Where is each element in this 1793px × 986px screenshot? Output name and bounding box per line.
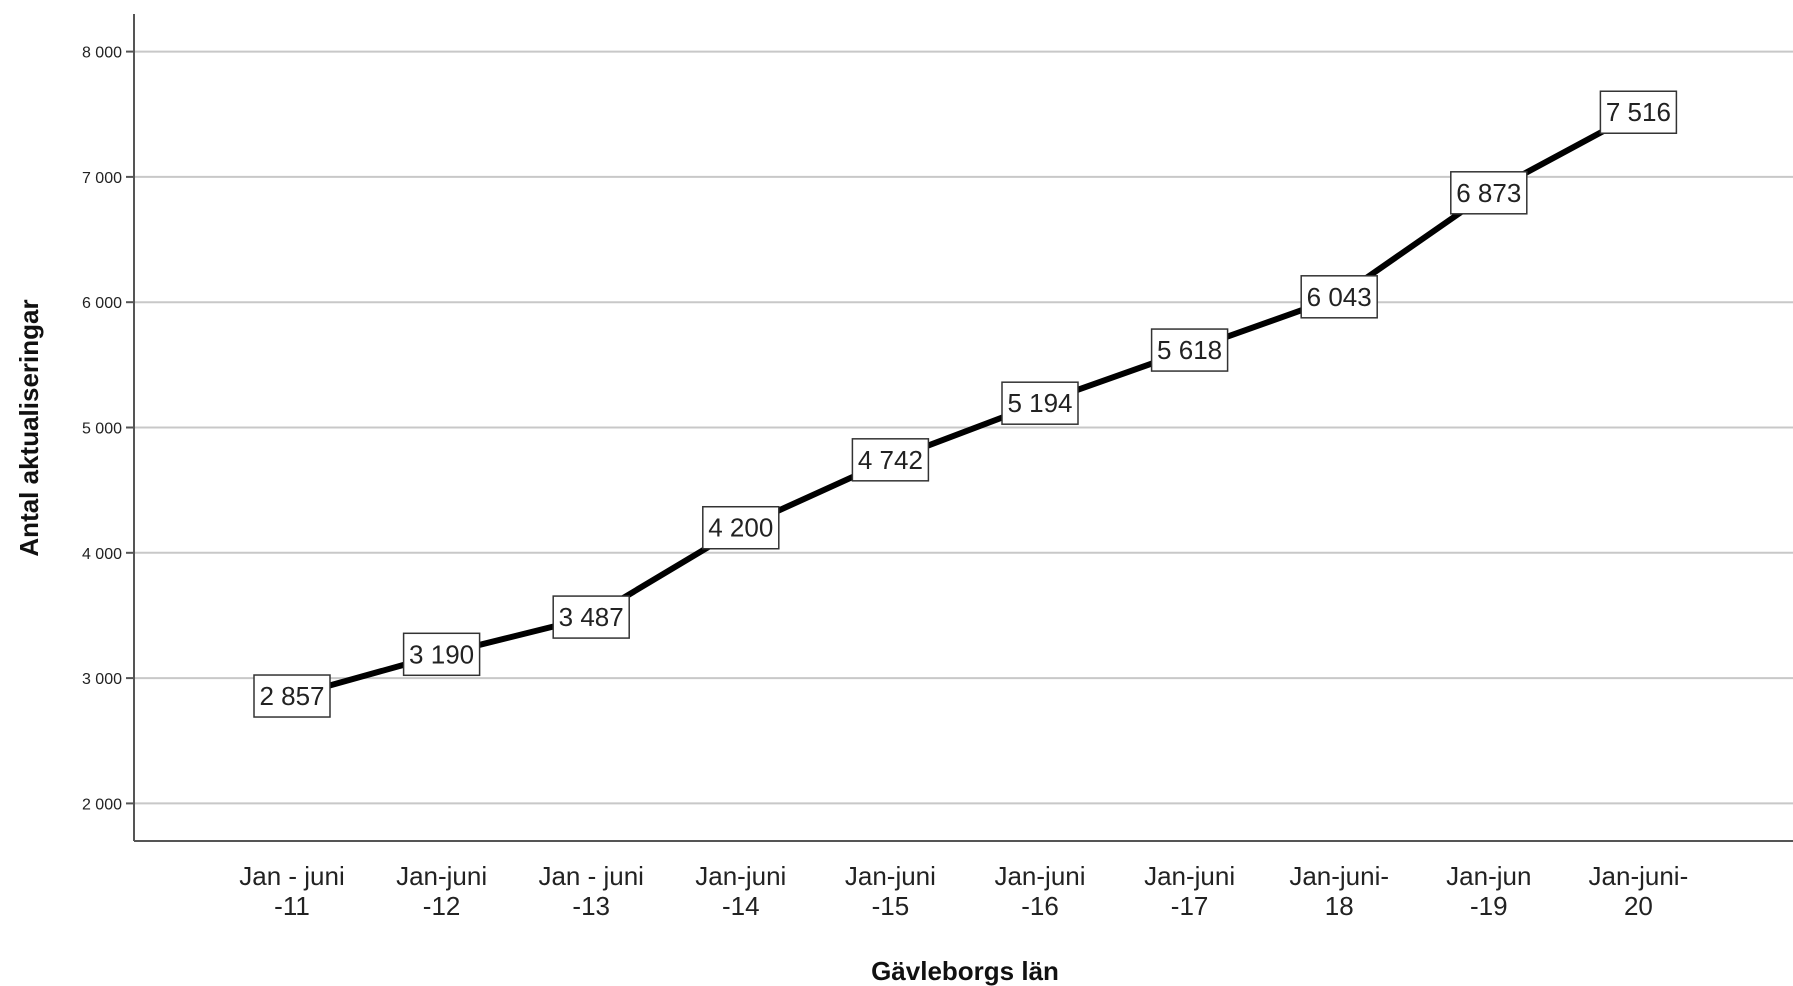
data-label-text: 4 742 [858, 445, 923, 475]
x-tick-label: Jan-juni -16 [994, 861, 1085, 921]
x-tick-label: Jan-juni -15 [845, 861, 936, 921]
data-label-text: 5 618 [1157, 335, 1222, 365]
data-label-box [851, 438, 930, 482]
y-axis-title: Antal aktualiseringar [14, 299, 44, 556]
data-label: 3 190 [402, 632, 481, 677]
data-label-box [1599, 90, 1678, 134]
x-tick-label: Jan-juni -17 [1144, 861, 1235, 921]
data-label: 4 200 [702, 505, 780, 550]
x-tick-label-line: -15 [872, 891, 910, 921]
data-label-text: 5 194 [1007, 388, 1072, 418]
y-tick-label: 5 000 [82, 421, 122, 438]
x-tick-label-line: Jan-juni [396, 861, 487, 891]
data-label-box [1300, 275, 1378, 319]
data-label-text: 6 873 [1456, 178, 1521, 208]
x-tick-label-line: Jan-juni- [1589, 861, 1689, 891]
data-labels: 2 857 3 190 3 487 4 200 4 742 5 194 5 618 6 043… [253, 90, 1678, 718]
x-axis-title: Gävleborgs län [871, 956, 1059, 986]
x-tick-label-line: Jan - juni [538, 861, 644, 891]
data-label: 6 043 [1300, 275, 1378, 319]
y-tick-label: 4 000 [82, 546, 122, 563]
data-label-text: 6 043 [1307, 282, 1372, 312]
x-tick-label: Jan-juni-18 [1289, 861, 1389, 921]
data-label: 7 516 [1599, 90, 1678, 134]
data-label: 5 618 [1150, 328, 1229, 372]
data-label-box [1450, 171, 1528, 215]
x-tick-label: Jan - juni -13 [538, 861, 644, 921]
x-tick-label: Jan-juni -12 [396, 861, 487, 921]
x-tick-label-line: 18 [1325, 891, 1354, 921]
x-tick-label-line: 20 [1624, 891, 1653, 921]
y-tick-label: 6 000 [82, 295, 122, 312]
data-label: 4 742 [851, 438, 930, 482]
data-label: 2 857 [253, 674, 331, 718]
x-tick-label-line: Jan-jun [1446, 861, 1531, 891]
x-tick-label-line: Jan-juni [845, 861, 936, 891]
data-label: 3 487 [552, 595, 630, 639]
data-label: 6 873 [1450, 171, 1528, 215]
x-tick-label-line: -13 [572, 891, 610, 921]
x-tick-label: Jan-jun -19 [1446, 861, 1531, 921]
data-label-box [552, 595, 630, 639]
data-label-box [402, 632, 481, 677]
data-label-text: 7 516 [1606, 97, 1671, 127]
x-tick-label-line: Jan-juni- [1289, 861, 1389, 891]
x-tick-label-line: -16 [1021, 891, 1059, 921]
x-tick-label-line: Jan - juni [239, 861, 345, 891]
x-tick-label-line: -14 [722, 891, 760, 921]
data-label-box [702, 505, 780, 550]
y-tick-label: 3 000 [82, 671, 122, 688]
x-tick-label: Jan - juni -11 [239, 861, 345, 921]
data-label-text: 4 200 [708, 513, 773, 543]
x-tick-label: Jan-juni-20 [1589, 861, 1689, 921]
x-tick-label-line: Jan-juni [695, 861, 786, 891]
y-tick-labels: 2 000 3 000 4 000 5 000 6 000 7 000 8 000 [82, 45, 122, 814]
data-label-text: 2 857 [259, 681, 324, 711]
series [289, 109, 1642, 699]
x-tick-label-line: -17 [1171, 891, 1209, 921]
y-tick-label: 7 000 [82, 170, 122, 187]
y-tick-label: 2 000 [82, 796, 122, 813]
data-label-box [1150, 328, 1229, 372]
data-label-box [253, 674, 331, 718]
x-tick-label-line: -12 [423, 891, 461, 921]
axes [133, 14, 1793, 842]
x-tick-label-line: Jan-juni [994, 861, 1085, 891]
gridlines [126, 50, 1793, 805]
data-label-text: 3 487 [559, 602, 624, 632]
data-label: 5 194 [1001, 381, 1079, 425]
data-label-box [1001, 381, 1079, 425]
x-tick-label-line: Jan-juni [1144, 861, 1235, 891]
x-tick-label-line: -19 [1470, 891, 1508, 921]
data-label-text: 3 190 [409, 639, 474, 669]
series-line [289, 109, 1642, 699]
y-tick-label: 8 000 [82, 45, 122, 62]
x-tick-label-line: -11 [274, 891, 310, 921]
x-tick-label: Jan-juni -14 [695, 861, 786, 921]
